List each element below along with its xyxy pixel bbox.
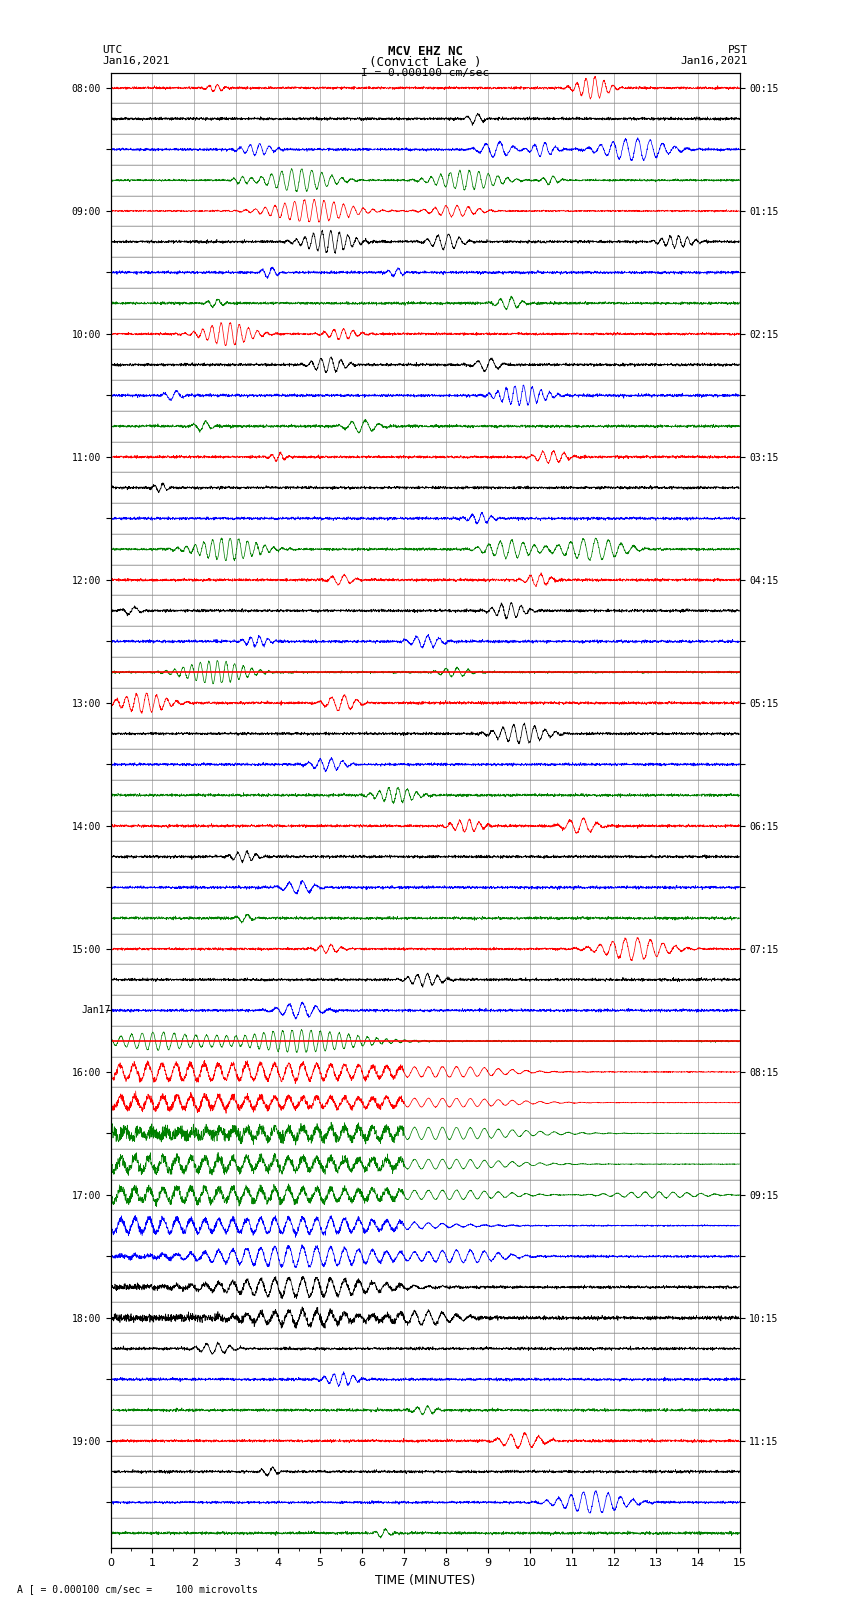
Text: Jan17: Jan17 (81, 1005, 110, 1016)
Text: PST: PST (728, 45, 748, 55)
Text: Jan16,2021: Jan16,2021 (102, 56, 169, 66)
X-axis label: TIME (MINUTES): TIME (MINUTES) (375, 1574, 475, 1587)
Text: I = 0.000100 cm/sec: I = 0.000100 cm/sec (361, 68, 489, 77)
Text: MCV EHZ NC: MCV EHZ NC (388, 45, 462, 58)
Text: A [ = 0.000100 cm/sec =    100 microvolts: A [ = 0.000100 cm/sec = 100 microvolts (17, 1584, 258, 1594)
Text: UTC: UTC (102, 45, 122, 55)
Text: (Convict Lake ): (Convict Lake ) (369, 56, 481, 69)
Text: Jan16,2021: Jan16,2021 (681, 56, 748, 66)
